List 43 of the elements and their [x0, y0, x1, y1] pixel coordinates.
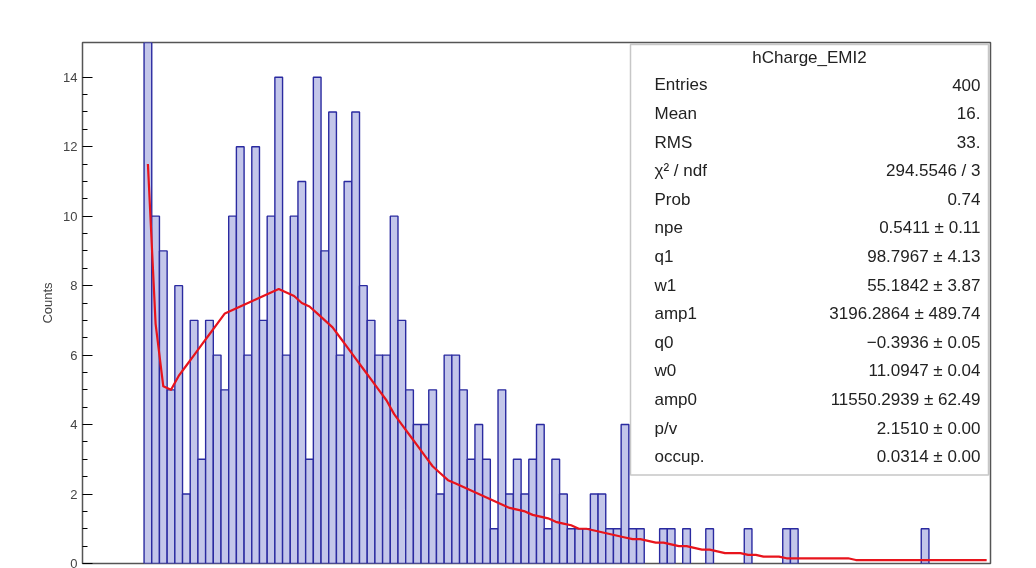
- y-tick-label: 2: [70, 486, 78, 502]
- y-axis-title: Counts: [40, 281, 56, 324]
- annotation: 0.5411 ± 0.11: [879, 218, 981, 238]
- bar: [705, 528, 715, 564]
- annotation: w0: [653, 361, 677, 381]
- annotation: 33.: [956, 133, 981, 152]
- annotation: w1: [653, 275, 677, 295]
- annotation: 2.1510 ± 0.00: [876, 418, 981, 438]
- annotation: q1: [654, 246, 674, 266]
- annotation: amp1: [654, 304, 698, 324]
- y-tick-label: 0: [70, 556, 78, 568]
- y-tick-label: 14: [63, 69, 78, 85]
- annotation: 11550.2939 ± 62.49: [830, 389, 981, 409]
- annotation: Prob: [654, 189, 691, 209]
- line-series: [146, 162, 988, 562]
- y-tick-label: 12: [63, 139, 78, 155]
- annotation: 400: [952, 75, 981, 95]
- annotation: hCharge_EMI2: [752, 48, 867, 67]
- y-tick-label: 6: [70, 347, 78, 363]
- annotation: amp0: [654, 389, 698, 409]
- annotation: 3196.2864 ± 489.74: [829, 304, 981, 324]
- annotation: occup.: [654, 447, 705, 467]
- y-tick-label: 8: [70, 278, 78, 294]
- annotation: 0.0314 ± 0.00: [876, 447, 981, 467]
- annotation: q0: [654, 332, 674, 352]
- annotation: −0.3936 ± 0.05: [866, 332, 981, 352]
- annotation: p/v: [654, 418, 678, 438]
- y-tick-label: 10: [63, 208, 78, 224]
- annotation: χ² / ndf: [654, 161, 708, 181]
- annotation: Entries: [654, 75, 708, 95]
- annotation: 55.1842 ± 3.87: [867, 275, 981, 295]
- annotation: Mean: [654, 103, 698, 123]
- y-tick-label: 4: [70, 417, 78, 433]
- annotation: 16.: [956, 104, 981, 124]
- bar: [682, 528, 692, 564]
- bar: [920, 528, 930, 564]
- annotation: RMS: [654, 132, 693, 152]
- annotation: npe: [654, 218, 683, 238]
- annotation: 0.74: [947, 190, 981, 210]
- bar: [743, 528, 753, 564]
- annotation: 11.0947 ± 0.04: [868, 361, 981, 381]
- annotation: 294.5546 / 3: [885, 161, 981, 181]
- annotation: 98.7967 ± 4.13: [867, 246, 981, 266]
